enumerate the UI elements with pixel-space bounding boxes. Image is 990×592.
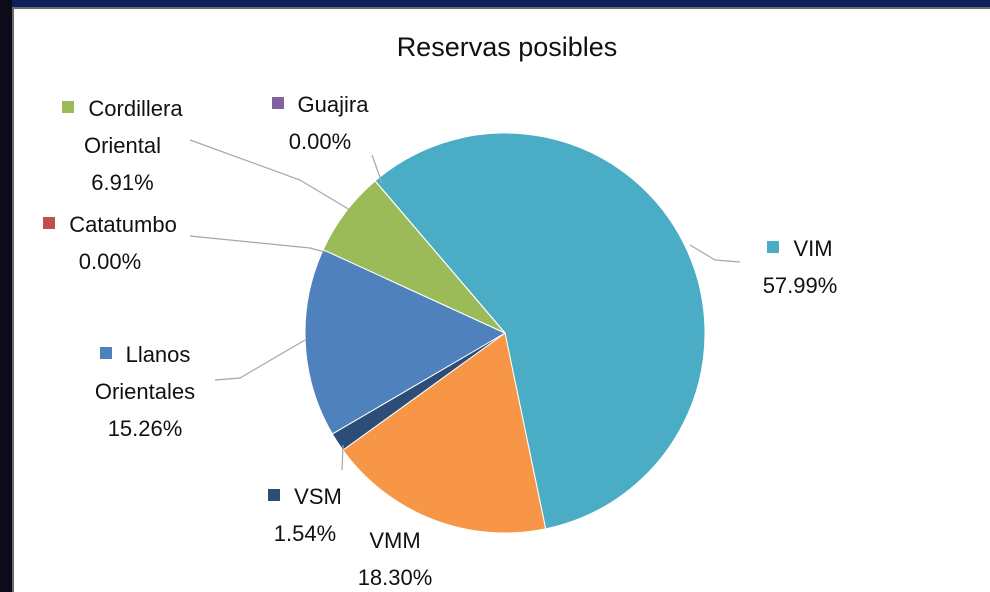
value-label: 0.00% [288,129,352,154]
category-name: Llanos Orientales [94,342,196,404]
legend-swatch [271,97,284,109]
pie-slice [374,132,706,530]
data-label: Cordillera Oriental 6.91% [40,90,205,201]
data-label: VSM 1.54% [240,478,370,552]
value-label: 1.54% [273,521,337,546]
value-label: 57.99% [762,273,838,298]
legend-swatch [767,241,780,253]
data-label: Llanos Orientales 15.26% [60,336,230,447]
pie-slice [342,332,547,534]
label-name: VMM [335,522,455,559]
chart-title: Reservas posibles [396,32,618,62]
label-name: Cordillera Oriental [40,90,205,164]
legend-swatch [43,217,56,229]
category-name: Cordillera Oriental [83,96,183,158]
category-name: Catatumbo [69,212,177,237]
leader-line [689,244,741,263]
legend-swatch [268,489,281,501]
label-name: Guajira [245,86,395,123]
category-name: Guajira [297,92,369,117]
pie-slice [322,180,506,334]
label-name: Catatumbo [20,206,200,243]
data-label: Catatumbo 0.00% [20,206,200,280]
leader-line [189,139,351,211]
label-name: Llanos Orientales [60,336,230,410]
value-label: 18.30% [357,565,433,590]
legend-swatch [99,347,112,359]
value-label: 0.00% [78,249,142,274]
value-label: 6.91% [91,170,154,195]
left-bar [0,0,12,592]
pie-slice [304,249,507,435]
leader-line [341,444,344,471]
label-name: VIM [730,230,870,267]
data-label: VIM 57.99% [730,230,870,304]
category-name: VIM [793,236,833,261]
data-label: VMM 18.30% [335,522,455,592]
category-name: VMM [369,528,421,553]
leader-line [189,235,326,253]
label-name: VSM [240,478,370,515]
category-name: VSM [294,484,342,509]
leader-line [214,339,306,381]
legend-swatch [62,101,75,113]
data-label: Guajira 0.00% [245,86,395,160]
value-label: 15.26% [107,416,183,441]
leader-line [371,154,383,184]
top-bar [0,0,990,7]
